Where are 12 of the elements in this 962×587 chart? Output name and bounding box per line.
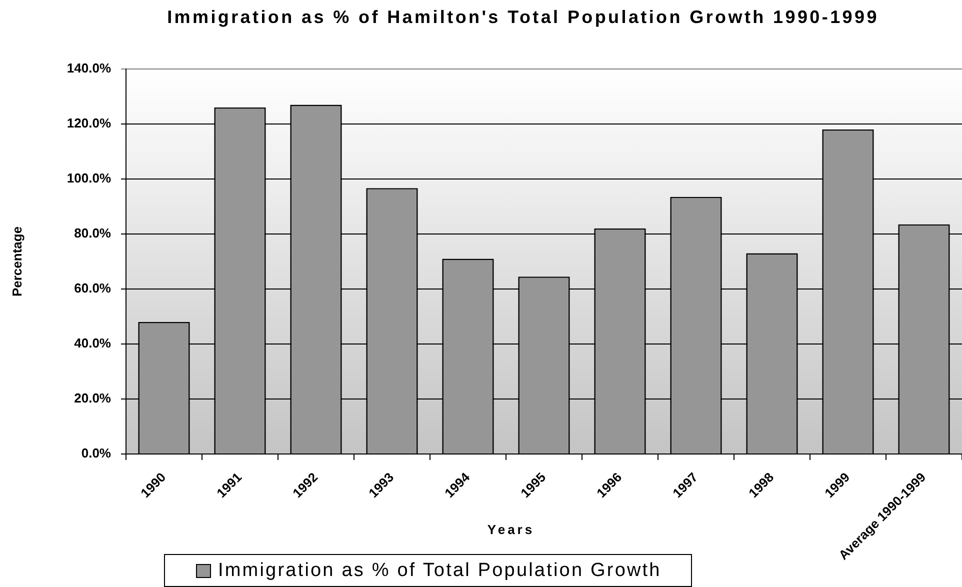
y-tick-label: 120.0%	[66, 116, 112, 131]
y-tick-label: 60.0%	[74, 280, 112, 296]
chart-title: Immigration as % of Hamilton's Total Population Growth 1990-1999	[167, 6, 879, 28]
text: Immigration as % of Total Population Growth	[218, 560, 662, 582]
y-tick-label: 0.0%	[81, 446, 112, 461]
y-axis-title: Percentage	[9, 226, 24, 297]
y-tick-label: 20.0%	[74, 390, 112, 406]
y-tick-label: 40.0%	[74, 336, 112, 351]
y-tick-label: 140.0%	[66, 60, 112, 76]
y-tick-label: 80.0%	[74, 226, 112, 241]
x-axis-title: Years	[487, 522, 535, 538]
y-tick-label: 100.0%	[66, 170, 112, 186]
